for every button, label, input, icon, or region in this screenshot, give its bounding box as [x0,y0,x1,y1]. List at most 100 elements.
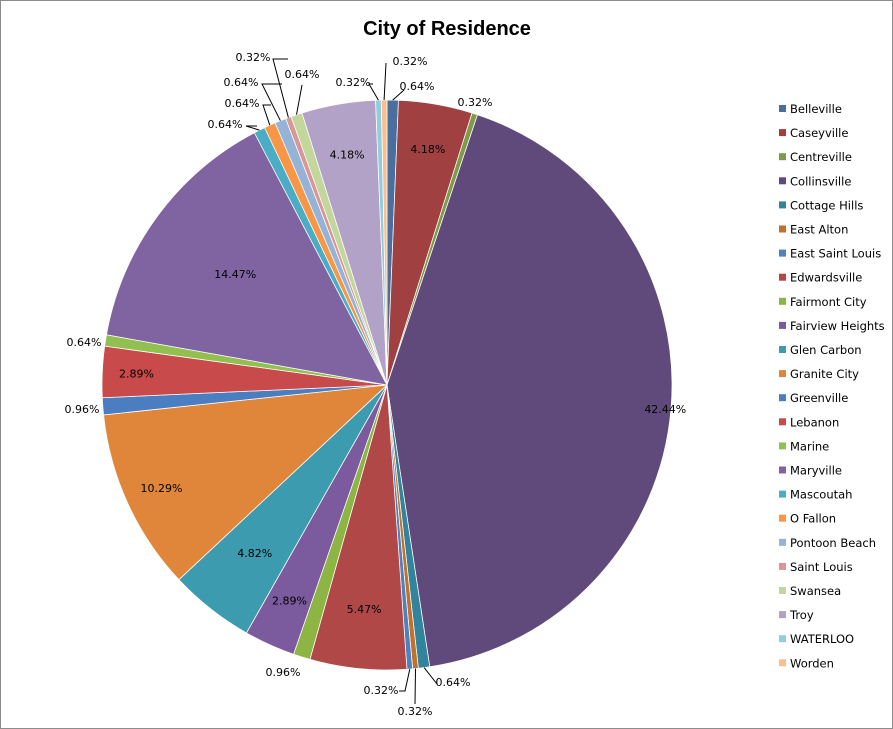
data-label-troy: 4.18% [330,149,365,162]
legend-swatch [779,129,786,137]
leader-line-worden [383,62,387,101]
legend-label: Collinsville [790,174,851,188]
legend-label: Cottage Hills [790,198,863,212]
legend-label: Saint Louis [790,560,853,574]
legend-label: Edwardsville [790,271,862,285]
legend-item-belleville: Belleville [779,102,842,116]
legend-swatch [779,587,786,594]
data-label-maryville: 14.47% [214,268,256,281]
legend-label: Caseyville [790,126,848,140]
legend-item-lebanon: Lebanon [779,415,839,429]
legend-item-granite-city: Granite City [779,367,859,381]
legend-swatch [779,514,786,522]
chart-title: City of Residence [363,18,531,40]
data-label-east-saint-louis: 0.32% [364,684,399,697]
legend: Belleville Caseyville Centreville Collinsvi… [779,102,885,670]
legend-label: Worden [790,656,834,670]
legend-swatch [779,394,786,402]
data-label-saint-louis: 0.32% [236,51,271,64]
legend-swatch [779,418,786,426]
legend-item-swansea: Swansea [779,584,841,598]
legend-swatch [779,225,786,233]
data-label-caseyville: 4.18% [410,143,445,156]
data-label-granite-city: 10.29% [141,482,183,495]
leader-line-pontoon-beach [261,83,282,121]
legend-label: Granite City [790,367,859,381]
legend-item-greenville: Greenville [779,391,848,405]
legend-swatch [779,249,786,257]
legend-item-caseyville: Caseyville [779,126,848,140]
legend-item-fairview-heights: Fairview Heights [779,319,885,333]
leader-line-belleville [392,89,405,101]
leader-line-cottage-hills [423,667,438,685]
data-label-o-fallon: 0.64% [225,97,260,110]
legend-item-saint-louis: Saint Louis [779,560,853,574]
legend-label: Greenville [790,391,848,405]
legend-item-east-saint-louis: East Saint Louis [779,247,881,261]
legend-label: Belleville [790,102,842,116]
legend-item-fairmont-city: Fairmont City [779,295,867,309]
legend-swatch [779,562,786,570]
legend-label: East Alton [790,223,848,237]
data-labels: 0.64% 4.18% 0.32% 42.44% 0.64% 0.32% 0.32% 5.47… [65,51,687,718]
legend-swatch [779,635,786,643]
legend-swatch [779,346,786,353]
legend-label: Fairview Heights [790,319,885,333]
pie-slice-maryville [106,132,388,386]
legend-label: Pontoon Beach [790,536,876,550]
legend-label: Fairmont City [790,295,867,309]
legend-item-edwardsville: Edwardsville [779,271,862,285]
leader-line-east-saint-louis [399,668,411,692]
data-label-cottage-hills: 0.64% [436,676,471,689]
leader-line-saint-louis [272,58,289,118]
leader-line-waterloo [368,83,379,101]
pie-slice-collinsville [386,114,673,668]
legend-item-o-fallon: O Fallon [779,512,836,526]
legend-item-troy: Troy [779,608,814,622]
legend-swatch [779,490,786,498]
leader-line-o-fallon [262,104,271,126]
legend-item-mascoutah: Mascoutah [779,488,852,502]
legend-item-east-alton: East Alton [779,223,848,237]
pie-slice-granite-city [103,384,389,581]
legend-label: Swansea [790,584,841,598]
data-label-waterloo: 0.32% [336,76,371,89]
legend-item-cottage-hills: Cottage Hills [779,198,863,212]
data-label-centreville: 0.32% [458,96,493,109]
data-label-edwardsville: 5.47% [347,603,382,616]
pie-slice-worden [380,99,388,386]
legend-item-pontoon-beach: Pontoon Beach [779,536,876,550]
data-label-swansea: 0.64% [285,68,320,81]
legend-item-glen-carbon: Glen Carbon [779,343,862,357]
legend-swatch [779,297,786,305]
leader-line-swansea [296,84,303,115]
legend-item-marine: Marine [779,439,829,453]
legend-swatch [779,177,786,185]
legend-label: Centreville [790,150,852,164]
legend-swatch [779,321,786,329]
legend-item-worden: Worden [779,656,834,670]
legend-swatch [779,201,786,209]
legend-label: Lebanon [790,415,839,429]
legend-label: Mascoutah [790,488,852,502]
legend-item-maryville: Maryville [779,464,842,478]
leader-lines [245,58,438,705]
data-label-glen-carbon: 4.82% [237,547,272,560]
legend-swatch [779,370,786,378]
data-label-pontoon-beach: 0.64% [224,76,259,89]
legend-item-collinsville: Collinsville [779,174,851,188]
leader-line-east-alton [414,668,416,705]
legend-swatch [779,466,786,474]
data-label-greenville: 0.96% [65,403,100,416]
legend-item-centreville: Centreville [779,150,852,164]
leader-line-mascoutah [245,125,260,131]
data-label-marine: 0.64% [67,336,102,349]
data-label-fairmont-city: 0.96% [266,666,301,679]
legend-label: Troy [789,608,814,622]
pie-slices [101,99,673,671]
legend-label: Glen Carbon [790,343,862,357]
data-label-lebanon: 2.89% [119,368,154,381]
legend-label: WATERLOO [790,632,854,646]
